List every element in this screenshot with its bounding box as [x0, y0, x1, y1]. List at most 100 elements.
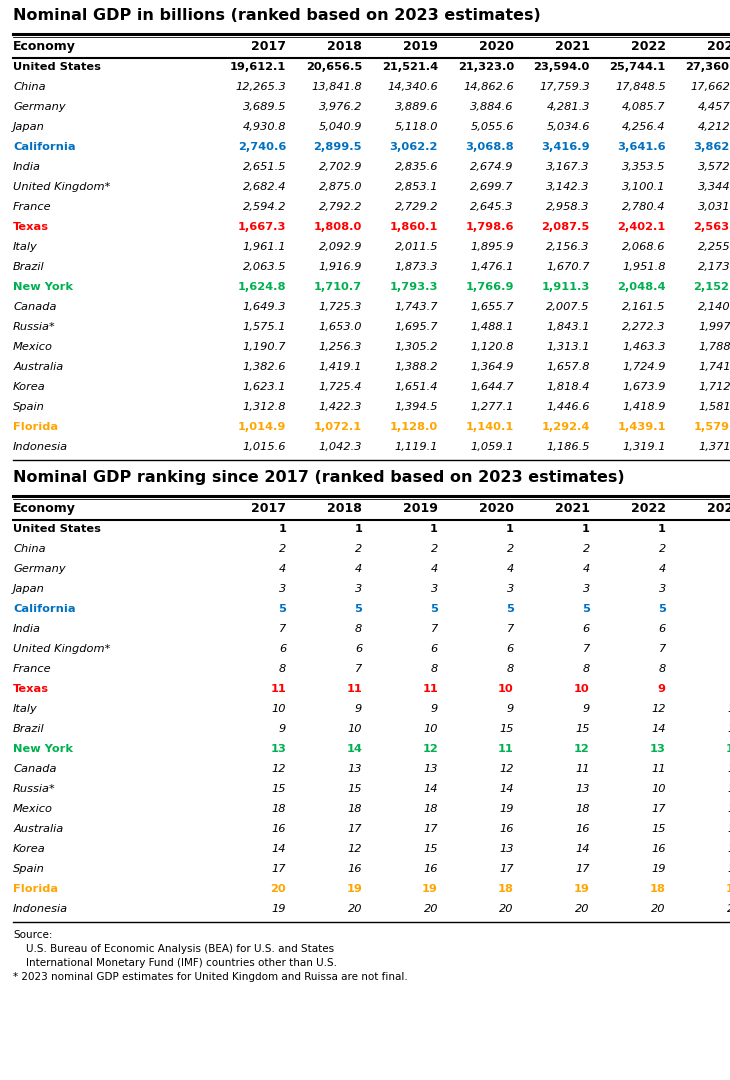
Text: 1,292.4: 1,292.4 [542, 422, 590, 432]
Text: 1,843.1: 1,843.1 [546, 322, 590, 332]
Text: 1,119.1: 1,119.1 [394, 442, 438, 453]
Text: 1: 1 [658, 524, 666, 534]
Text: 14,862.6: 14,862.6 [463, 82, 514, 92]
Text: 20: 20 [499, 904, 514, 914]
Text: 17,848.5: 17,848.5 [615, 82, 666, 92]
Text: 12: 12 [574, 744, 590, 754]
Text: 12: 12 [347, 843, 362, 854]
Text: 1,667.3: 1,667.3 [238, 222, 286, 232]
Text: 1,190.7: 1,190.7 [242, 342, 286, 352]
Text: 14: 14 [272, 843, 286, 854]
Text: 19: 19 [651, 864, 666, 874]
Text: 5,055.6: 5,055.6 [470, 122, 514, 132]
Text: 11: 11 [498, 744, 514, 754]
Text: 17: 17 [499, 864, 514, 874]
Text: 1: 1 [354, 524, 362, 534]
Text: 1,419.1: 1,419.1 [318, 362, 362, 372]
Text: 3,031.8: 3,031.8 [698, 202, 730, 212]
Text: 4: 4 [658, 564, 666, 573]
Text: 17: 17 [651, 804, 666, 814]
Text: 2,092.9: 2,092.9 [318, 242, 362, 252]
Text: 20,656.5: 20,656.5 [306, 62, 362, 72]
Text: 20: 20 [575, 904, 590, 914]
Text: Canada: Canada [13, 764, 57, 774]
Text: 2: 2 [431, 544, 438, 554]
Text: Germany: Germany [13, 102, 66, 112]
Text: 1,916.9: 1,916.9 [318, 262, 362, 272]
Text: 3,976.2: 3,976.2 [318, 102, 362, 112]
Text: 2,835.6: 2,835.6 [394, 162, 438, 172]
Text: 1,042.3: 1,042.3 [318, 442, 362, 453]
Text: 2,563.5: 2,563.5 [694, 222, 730, 232]
Text: 1,895.9: 1,895.9 [470, 242, 514, 252]
Text: 2,594.2: 2,594.2 [242, 202, 286, 212]
Text: 6: 6 [583, 624, 590, 634]
Text: 14: 14 [651, 724, 666, 734]
Text: International Monetary Fund (IMF) countries other than U.S.: International Monetary Fund (IMF) countr… [13, 958, 337, 968]
Text: 3,344.7: 3,344.7 [698, 183, 730, 192]
Text: 1,741.9: 1,741.9 [698, 362, 730, 372]
Text: 11: 11 [727, 724, 730, 734]
Text: 1,623.1: 1,623.1 [242, 382, 286, 392]
Text: 4: 4 [279, 564, 286, 573]
Text: 6: 6 [658, 624, 666, 634]
Text: 20: 20 [423, 904, 438, 914]
Text: 2,875.0: 2,875.0 [318, 183, 362, 192]
Text: 1,256.3: 1,256.3 [318, 342, 362, 352]
Text: 1,766.9: 1,766.9 [466, 282, 514, 292]
Text: 9: 9 [355, 704, 362, 714]
Text: 1,439.1: 1,439.1 [618, 422, 666, 432]
Text: 1,277.1: 1,277.1 [470, 402, 514, 411]
Text: 18: 18 [727, 864, 730, 874]
Text: 1,186.5: 1,186.5 [546, 442, 590, 453]
Text: 27,360.9: 27,360.9 [685, 62, 730, 72]
Text: Spain: Spain [13, 864, 45, 874]
Text: 13: 13 [650, 744, 666, 754]
Text: 10: 10 [574, 684, 590, 694]
Text: 1,120.8: 1,120.8 [470, 342, 514, 352]
Text: 13,841.8: 13,841.8 [311, 82, 362, 92]
Text: 4,085.7: 4,085.7 [622, 102, 666, 112]
Text: 1,463.3: 1,463.3 [622, 342, 666, 352]
Text: Florida: Florida [13, 422, 58, 432]
Text: 2,140.1: 2,140.1 [698, 302, 730, 312]
Text: 1,653.0: 1,653.0 [318, 322, 362, 332]
Text: United Kingdom*: United Kingdom* [13, 183, 110, 192]
Text: 17: 17 [347, 824, 362, 834]
Text: 4: 4 [583, 564, 590, 573]
Text: 16: 16 [272, 824, 286, 834]
Text: 5: 5 [506, 604, 514, 615]
Text: 2017: 2017 [251, 502, 286, 515]
Text: 12: 12 [499, 764, 514, 774]
Text: 6: 6 [507, 644, 514, 654]
Text: U.S. Bureau of Economic Analysis (BEA) for U.S. and States: U.S. Bureau of Economic Analysis (BEA) f… [13, 944, 334, 954]
Text: United Kingdom*: United Kingdom* [13, 644, 110, 654]
Text: 15: 15 [272, 784, 286, 794]
Text: 2023: 2023 [707, 502, 730, 515]
Text: 2: 2 [583, 544, 590, 554]
Text: 2,674.9: 2,674.9 [470, 162, 514, 172]
Text: 1,951.8: 1,951.8 [622, 262, 666, 272]
Text: 21,521.4: 21,521.4 [382, 62, 438, 72]
Text: 1,670.7: 1,670.7 [546, 262, 590, 272]
Text: 17: 17 [272, 864, 286, 874]
Text: 2,645.3: 2,645.3 [470, 202, 514, 212]
Text: Mexico: Mexico [13, 342, 53, 352]
Text: 15: 15 [575, 724, 590, 734]
Text: 18: 18 [347, 804, 362, 814]
Text: 2021: 2021 [555, 502, 590, 515]
Text: 3: 3 [431, 584, 438, 594]
Text: France: France [13, 202, 52, 212]
Text: 11: 11 [651, 764, 666, 774]
Text: 10: 10 [272, 704, 286, 714]
Text: 2,068.6: 2,068.6 [622, 242, 666, 252]
Text: 3: 3 [658, 584, 666, 594]
Text: 2,651.5: 2,651.5 [242, 162, 286, 172]
Text: 8: 8 [279, 664, 286, 674]
Text: 5,034.6: 5,034.6 [546, 122, 590, 132]
Text: 1,015.6: 1,015.6 [242, 442, 286, 453]
Text: Canada: Canada [13, 302, 57, 312]
Text: 12: 12 [651, 704, 666, 714]
Text: 8: 8 [658, 664, 666, 674]
Text: 2: 2 [507, 544, 514, 554]
